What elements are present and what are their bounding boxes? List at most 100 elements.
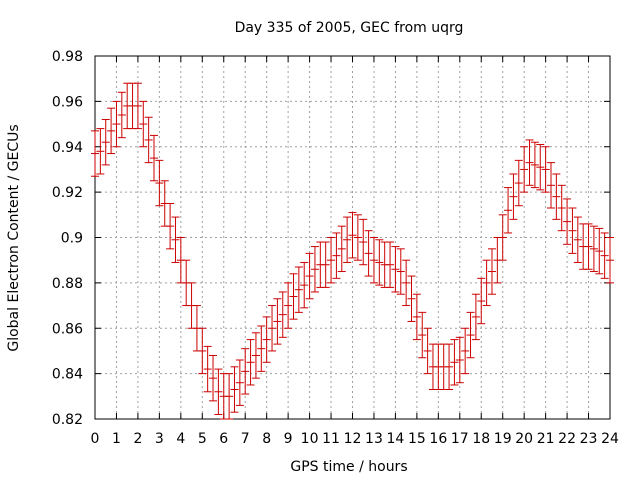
error-bar-point (396, 248, 405, 295)
error-bar-point (525, 139, 534, 186)
error-bar-point (289, 273, 298, 320)
error-bar-point (332, 232, 341, 279)
error-bar-point (557, 184, 566, 232)
error-bar-point (530, 141, 539, 189)
x-tick-label: 15 (408, 431, 426, 447)
error-bar-point (284, 282, 293, 329)
error-bar-point (412, 293, 421, 341)
error-bar-point (241, 348, 250, 395)
error-bar-point (262, 316, 271, 363)
error-bar-point (305, 252, 314, 300)
x-tick-label: 24 (601, 431, 619, 447)
error-bar-point (369, 237, 378, 284)
x-tick-label: 2 (133, 431, 142, 447)
error-bar-point (225, 373, 234, 420)
error-bar-point (343, 216, 352, 263)
error-bar-point (359, 218, 368, 266)
error-bar-point (450, 339, 459, 386)
error-bar-point (96, 128, 105, 175)
error-bar-point (552, 173, 561, 220)
y-tick-label: 0.86 (52, 321, 83, 337)
error-bar-point (214, 368, 223, 415)
error-bar-point (133, 82, 142, 130)
error-bar-point (445, 343, 454, 391)
error-bar-point (477, 277, 486, 325)
error-bar-point (455, 336, 464, 384)
x-axis: 0 1 2 3 4 5 6 7 8 9 10 11 12 13 14 15 16 17 18 19 20 21 22 23 24 (91, 56, 619, 447)
error-bar-point (541, 146, 550, 193)
y-tick-label: 0.84 (52, 367, 83, 383)
error-bar-point (235, 359, 244, 406)
error-bar-point (418, 311, 427, 359)
x-tick-label: 13 (365, 431, 383, 447)
error-bar-point (337, 225, 346, 273)
error-bar-point (246, 339, 255, 386)
data-series (91, 82, 614, 420)
error-bar-point (91, 130, 99, 177)
error-bar-point (321, 241, 330, 288)
x-tick-label: 7 (241, 431, 250, 447)
y-tick-label: 0.88 (52, 276, 83, 292)
x-tick-label: 5 (198, 431, 207, 447)
error-bar-point (568, 207, 577, 254)
error-bar-point (600, 232, 609, 279)
x-tick-label: 17 (451, 431, 469, 447)
error-bar-point (589, 225, 598, 273)
x-tick-label: 4 (176, 431, 185, 447)
x-tick-label: 9 (284, 431, 293, 447)
error-bar-point (471, 293, 480, 341)
error-bar-point (166, 202, 175, 250)
x-tick-label: 16 (429, 431, 447, 447)
error-bar-point (595, 227, 604, 275)
error-bar-point (407, 275, 416, 322)
error-bar-point (606, 237, 614, 284)
error-bar-point (294, 266, 303, 313)
error-bar-point (402, 259, 411, 307)
y-tick-label: 0.82 (52, 412, 83, 428)
error-bar-point (573, 216, 582, 263)
error-bar-point (461, 327, 470, 375)
y-tick-label: 0.98 (52, 49, 83, 65)
error-bar-point (230, 366, 239, 413)
x-tick-label: 21 (537, 431, 555, 447)
error-bar-point (300, 261, 309, 309)
error-bar-point (391, 246, 400, 293)
error-bar-point (155, 159, 164, 207)
error-bar-point (375, 239, 384, 286)
error-bar-point (364, 230, 373, 277)
y-tick-label: 0.92 (52, 185, 83, 201)
x-tick-label: 23 (580, 431, 598, 447)
error-bar-point (278, 291, 287, 338)
x-tick-label: 10 (301, 431, 319, 447)
error-bar-point (536, 143, 545, 191)
x-tick-label: 14 (387, 431, 405, 447)
error-bar-point (203, 345, 212, 393)
error-bar-point (310, 246, 319, 293)
error-bar-point (251, 332, 260, 379)
x-tick-label: 18 (472, 431, 490, 447)
y-tick-label: 0.9 (61, 231, 83, 247)
error-bar-point (268, 305, 277, 352)
x-axis-label: GPS time / hours (290, 459, 407, 475)
y-axis-label: Global Electron Content / GECUs (6, 124, 22, 351)
error-bar-point (273, 298, 282, 345)
error-bar-point (466, 311, 475, 359)
x-tick-label: 20 (515, 431, 533, 447)
error-bar-point (144, 116, 153, 164)
error-bar-point (504, 187, 513, 234)
error-bar-point (423, 327, 432, 375)
error-bar-point (198, 327, 207, 375)
x-tick-label: 3 (155, 431, 164, 447)
error-bar-point (327, 237, 336, 284)
x-tick-label: 0 (91, 431, 100, 447)
error-bar-point (171, 216, 180, 263)
error-bar-point (209, 354, 218, 402)
error-bar-point (520, 146, 529, 193)
error-bar-point (386, 241, 395, 288)
error-bar-point (584, 223, 593, 270)
error-bar-point (107, 107, 116, 155)
x-tick-label: 19 (494, 431, 512, 447)
error-bar-point (150, 134, 159, 182)
